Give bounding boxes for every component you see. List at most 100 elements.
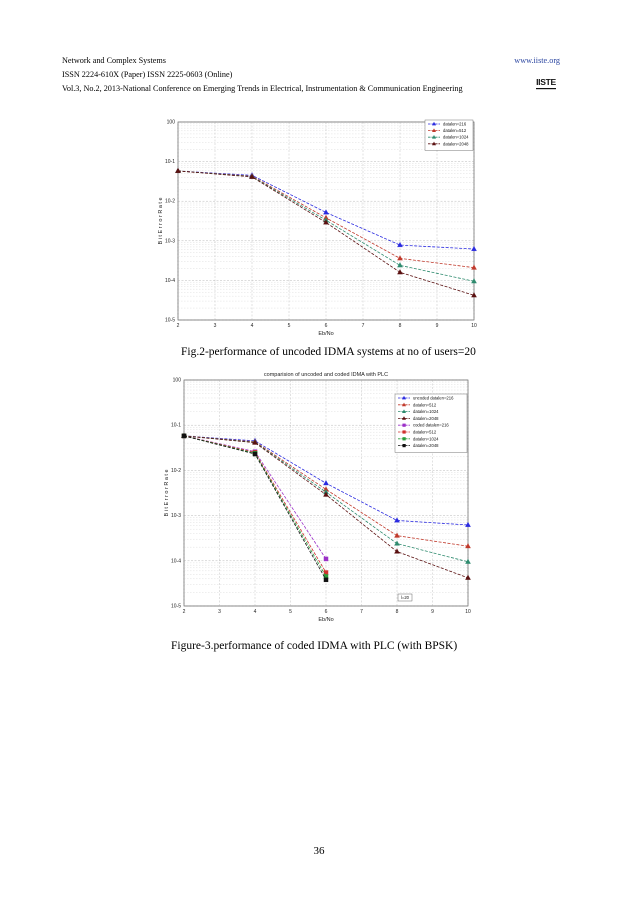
iiste-logo: IISTE [534, 68, 558, 94]
data-point-marker [323, 480, 329, 486]
x-tick-label: 10 [465, 609, 471, 615]
data-point-marker [465, 574, 471, 580]
volume-line: Vol.3, No.2, 2013-National Conference on… [62, 84, 463, 93]
data-point-marker [323, 219, 329, 225]
x-tick-label: 10 [471, 323, 477, 329]
chart-ber-coded-vs-uncoded: 10-5 10-4 10-3 10-2 10-1 100 2 3 4 5 6 7 8 9 10 Eb/No B … [164, 372, 471, 623]
x-tick-label: 7 [362, 323, 365, 329]
data-point-marker [323, 577, 329, 583]
legend-marker [402, 437, 406, 441]
series-line [177, 170, 475, 296]
x-tick-label: 9 [436, 323, 439, 329]
x-tick-label: 4 [251, 323, 254, 329]
y-tick-label: 10-2 [165, 199, 175, 205]
legend-box [394, 393, 468, 453]
data-point-marker [394, 517, 400, 523]
x-tick-label: 3 [214, 323, 217, 329]
annotation-box [397, 593, 413, 602]
legend-label: datalen=2048 [443, 141, 469, 146]
data-point-marker [471, 264, 477, 270]
series-line [177, 170, 475, 250]
data-point-marker [465, 543, 471, 549]
legend-marker [402, 416, 406, 420]
data-point-marker [249, 173, 255, 179]
legend-label: coded datalen=216 [413, 423, 449, 428]
legend-label: datalen=216 [443, 122, 467, 127]
legend-label: datalen=1024 [413, 409, 439, 414]
y-tick-label: 100 [173, 378, 182, 384]
data-point-marker [323, 556, 329, 562]
journal-url-link[interactable]: www.iiste.org [514, 56, 560, 65]
legend-label: datalen=2048 [413, 416, 439, 421]
legend-marker [402, 402, 406, 407]
y-tick-label: 10-4 [165, 278, 175, 284]
x-tick-label: 2 [177, 323, 180, 329]
x-tick-label: 4 [254, 609, 257, 615]
x-tick-label: 5 [289, 609, 292, 615]
y-axis-label: B i t E r r o r R a t e [164, 469, 170, 516]
legend-label: uncoded datalen=216 [413, 396, 454, 401]
y-tick-label: 10-5 [165, 318, 175, 324]
data-point-marker [252, 439, 258, 445]
logo-text: IISTE [536, 77, 556, 87]
legend-marker [402, 395, 406, 400]
data-point-marker [397, 269, 403, 275]
x-tick-label: 7 [360, 609, 363, 615]
legend-marker [432, 135, 436, 139]
data-point-marker [471, 292, 477, 298]
legend-marker [402, 423, 406, 427]
x-tick-label: 8 [399, 323, 402, 329]
journal-name: Network and Complex Systems [62, 56, 166, 65]
data-point-marker [252, 451, 258, 457]
y-tick-label: 10-3 [165, 238, 175, 244]
x-tick-label: 8 [396, 609, 399, 615]
legend-marker [402, 444, 406, 448]
x-axis-label: Eb/No [318, 331, 333, 337]
x-tick-label: 9 [431, 609, 434, 615]
data-point-marker [397, 241, 403, 248]
data-point-marker [394, 548, 400, 554]
legend-label: datalen=1024 [443, 135, 469, 140]
data-point-marker [465, 558, 471, 564]
issn-line: ISSN 2224-610X (Paper) ISSN 2225-0603 (O… [62, 70, 233, 79]
y-tick-label: 10-1 [171, 423, 181, 429]
legend-marker [432, 121, 436, 126]
data-point-marker [471, 245, 477, 251]
legend-marker [432, 141, 436, 146]
legend-label: datalen=1024 [413, 436, 439, 441]
legend-marker [432, 128, 436, 132]
data-point-marker [394, 540, 400, 546]
chart-title: comparision of uncoded and coded IDMA wi… [264, 372, 388, 378]
figure-2-caption: Fig.2-performance of uncoded IDMA system… [181, 346, 476, 358]
x-tick-label: 2 [183, 609, 186, 615]
data-point-marker [323, 209, 329, 215]
data-point-marker [323, 491, 329, 497]
x-tick-label: 6 [325, 609, 328, 615]
legend-marker [402, 409, 406, 413]
figure-3-caption: Figure-3.performance of coded IDMA with … [171, 640, 458, 652]
data-point-marker [394, 532, 400, 538]
data-point-marker [175, 167, 181, 173]
y-tick-label: 10-1 [165, 159, 175, 165]
page-number: 36 [313, 845, 325, 857]
annotation-label: l=20 [401, 595, 410, 600]
x-tick-label: 5 [288, 323, 291, 329]
data-point-marker [181, 433, 187, 439]
data-point-marker [471, 278, 477, 284]
y-tick-label: 10-5 [171, 604, 181, 610]
legend-label: datalen=2048 [413, 443, 439, 448]
data-point-marker [397, 262, 403, 268]
x-axis-label: Eb/No [318, 617, 333, 623]
data-point-marker [397, 255, 403, 261]
y-tick-label: 100 [167, 120, 176, 126]
legend-label: datalen=512 [443, 128, 467, 133]
y-tick-label: 10-2 [171, 468, 181, 474]
x-tick-label: 3 [218, 609, 221, 615]
x-tick-label: 6 [325, 323, 328, 329]
legend-label: datalen=512 [413, 430, 437, 435]
legend-marker [402, 430, 406, 434]
data-point-marker [465, 521, 471, 527]
y-tick-label: 10-4 [171, 558, 181, 564]
y-tick-label: 10-3 [171, 513, 181, 519]
chart-ber-uncoded: 10-5 10-4 10-3 10-2 10-1 100 2 3 4 5 6 7 8 9 10 Eb/No B … [158, 120, 477, 338]
